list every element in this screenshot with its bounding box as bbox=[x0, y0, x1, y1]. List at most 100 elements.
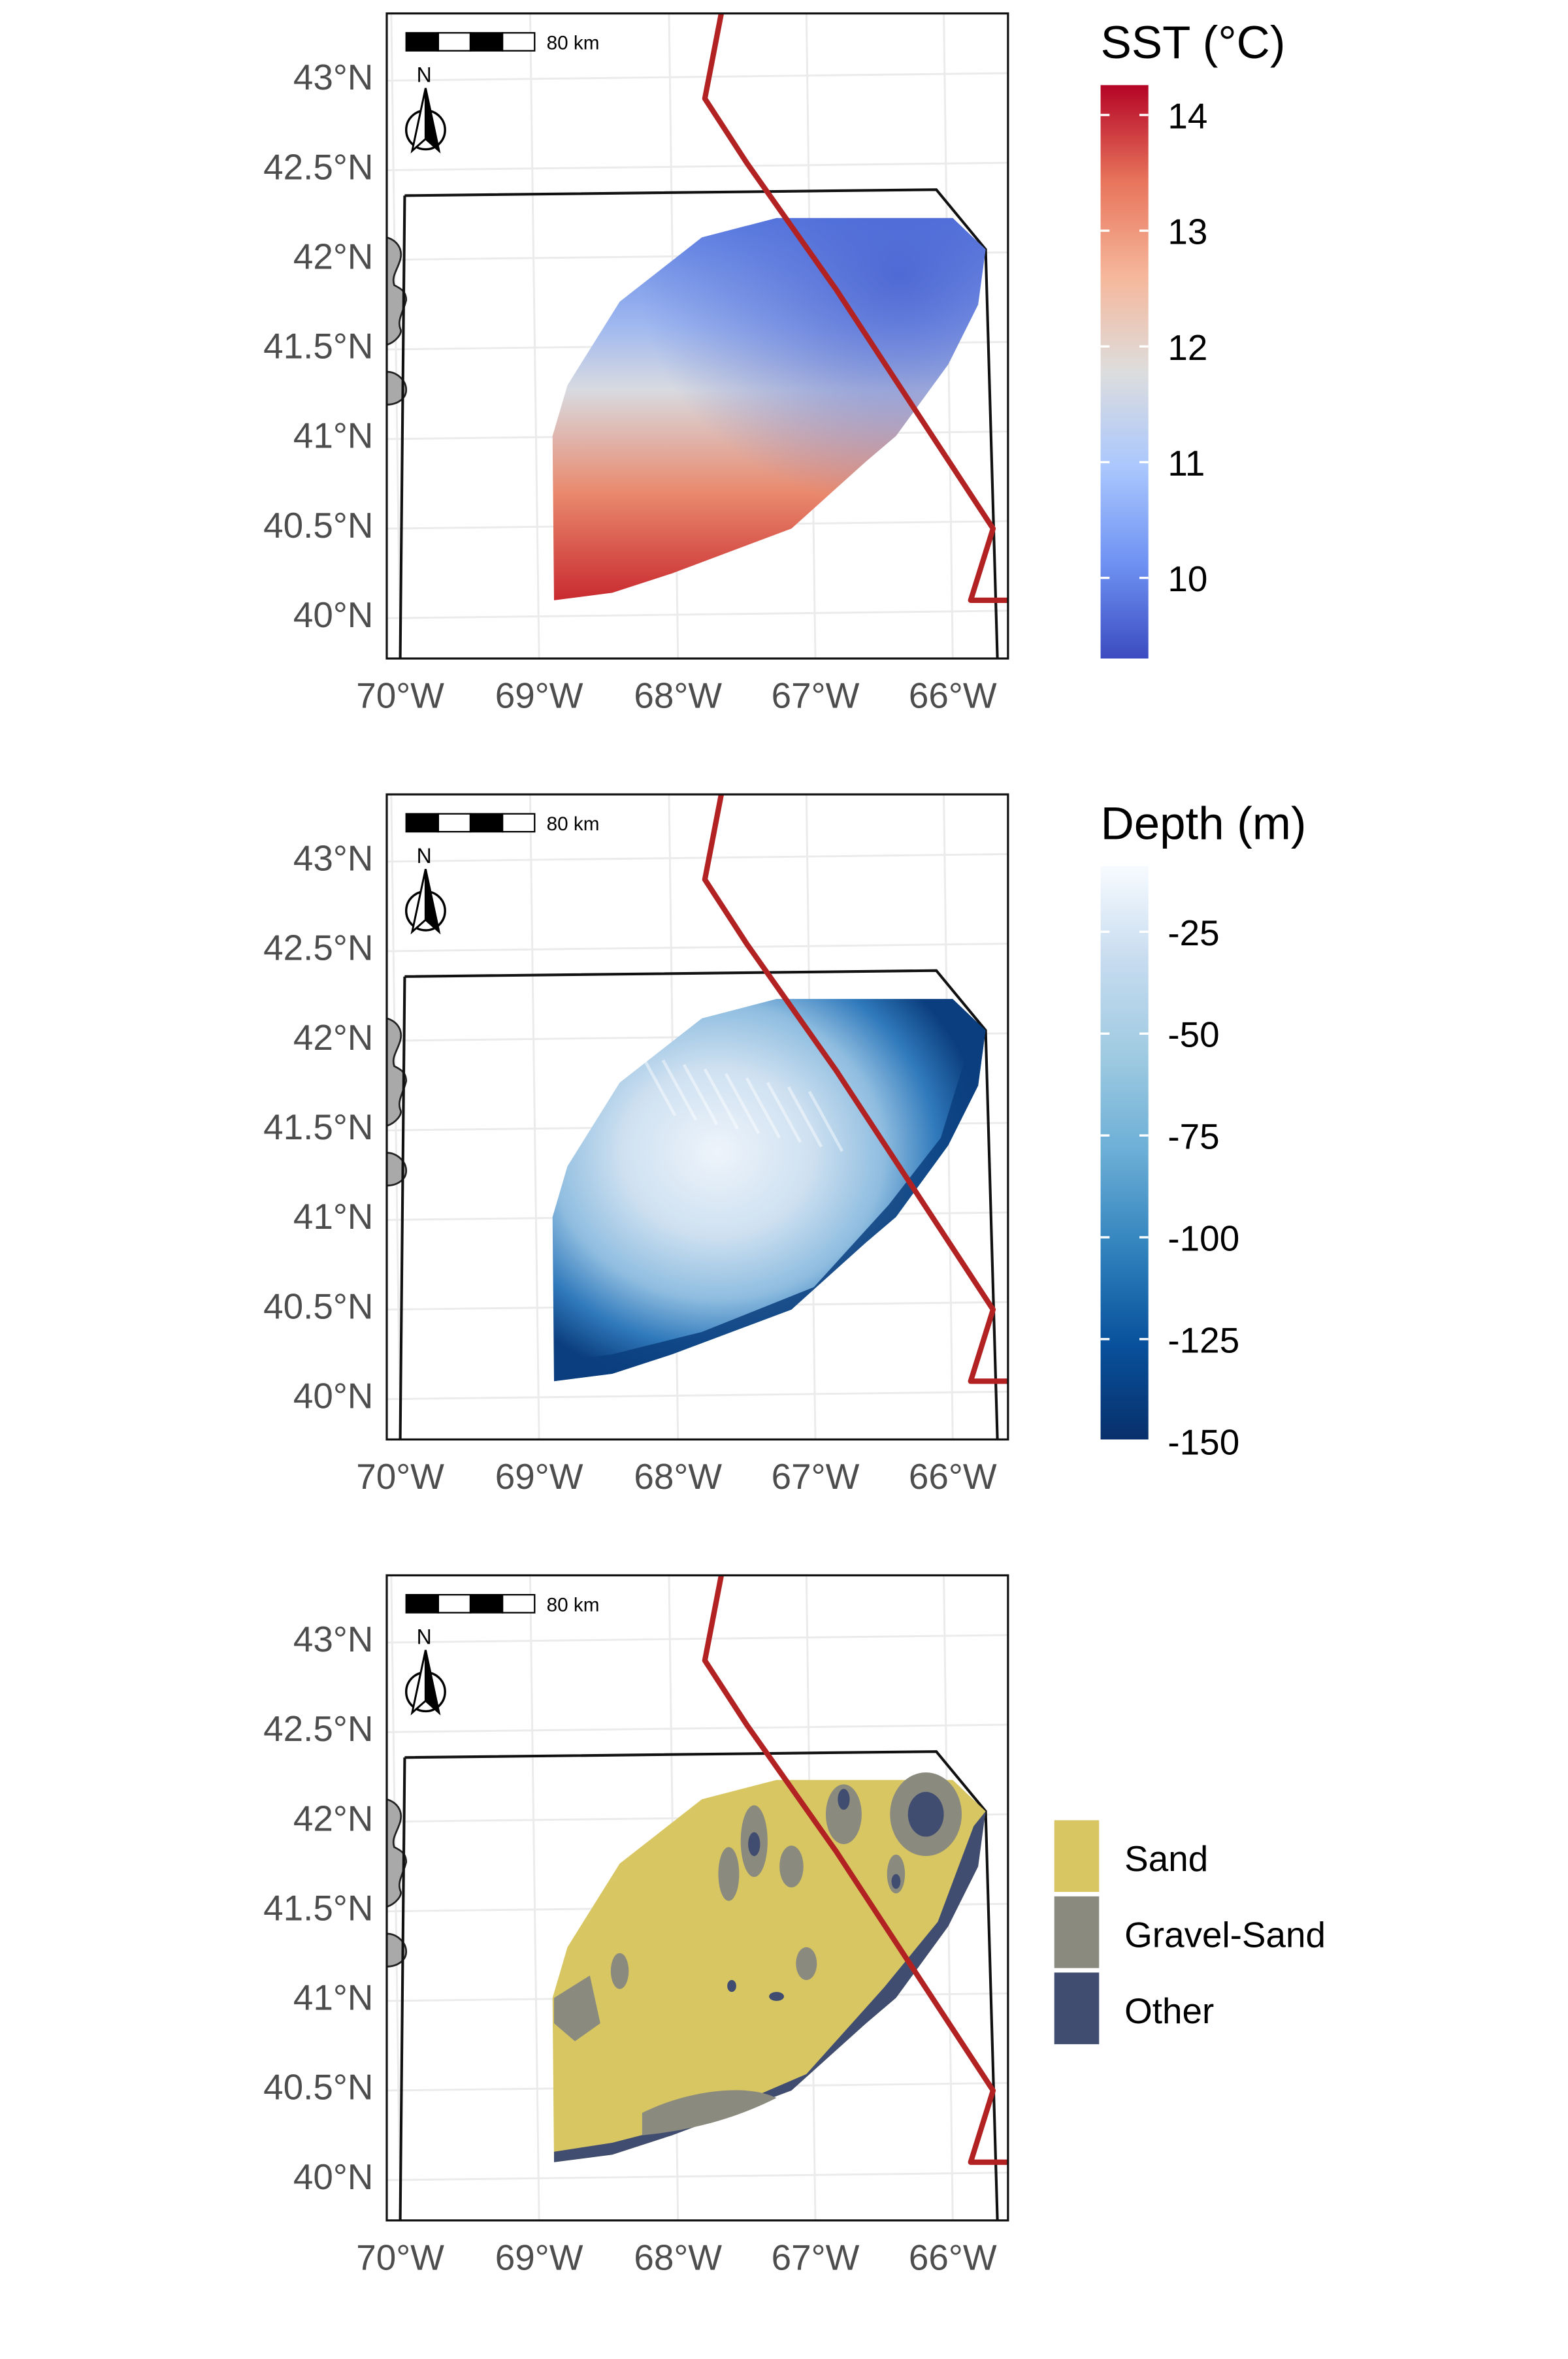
gravel-patch-1 bbox=[826, 1784, 862, 1844]
scale-bar-segment-2 bbox=[469, 32, 504, 52]
lat-gridline-0 bbox=[387, 72, 1008, 82]
map-canvas: 80 km N bbox=[387, 13, 1008, 659]
study-area-west-edge bbox=[399, 195, 406, 659]
lon-tick-label: 67°W bbox=[772, 675, 860, 715]
lat-tick-label: 41.5°N bbox=[263, 326, 373, 366]
legend-tick-label: 11 bbox=[1168, 443, 1205, 483]
sand-ridge-8 bbox=[808, 1090, 844, 1152]
gravel-patch-5 bbox=[610, 1953, 629, 1989]
legend-tick-label: 14 bbox=[1168, 96, 1207, 137]
lat-tick-label: 42°N bbox=[293, 1798, 374, 1838]
legend-sediment: Sand Gravel-Sand Other bbox=[1054, 1820, 1326, 2045]
lon-tick-label: 70°W bbox=[356, 675, 444, 715]
legend-tick-label: -125 bbox=[1168, 1320, 1239, 1360]
lat-tick-label: 43°N bbox=[293, 1619, 374, 1659]
other-patch-0 bbox=[907, 1791, 944, 1837]
other-patches bbox=[727, 1789, 944, 2001]
legend-tick-label: -150 bbox=[1168, 1422, 1239, 1462]
study-area-west-edge bbox=[399, 976, 406, 1440]
legend-swatch-0 bbox=[1054, 1820, 1100, 1893]
lon-tick-label: 66°W bbox=[909, 1456, 997, 1497]
lat-gridline-1 bbox=[387, 943, 1008, 952]
lat-tick-label: 40.5°N bbox=[263, 505, 373, 545]
map-panel-sst: 80 km N 43°N 42.5°N 42°N 41.5°N 41°N 40.5°N 40°N… bbox=[263, 12, 1009, 715]
gravel-patch-7 bbox=[887, 1854, 906, 1894]
sand-ridge-6 bbox=[766, 1082, 802, 1143]
north-arrow-label: N bbox=[417, 1625, 432, 1649]
north-arrow-label: N bbox=[417, 63, 432, 87]
sand-ridge-7 bbox=[787, 1086, 823, 1148]
lat-tick-label: 40.5°N bbox=[263, 2067, 373, 2107]
lat-gridline-6 bbox=[387, 2172, 1008, 2181]
lat-tick-label: 41°N bbox=[293, 415, 374, 456]
axis-labels: 43°N 42.5°N 42°N 41.5°N 41°N 40.5°N 40°N 70°W 69… bbox=[263, 838, 997, 1497]
legend-label-0: Sand bbox=[1124, 1838, 1208, 1879]
lat-tick-label: 40°N bbox=[293, 594, 374, 635]
lat-gridline-6 bbox=[387, 610, 1008, 619]
scale-bar-label: 80 km bbox=[547, 1594, 600, 1616]
legend-tick-label: 12 bbox=[1168, 327, 1207, 368]
map-panel-sediment: 80 km N 43°N 42.5°N 42°N 41.5°N 41°N 40.5°N 40°N… bbox=[263, 1574, 1009, 2277]
map-canvas: 80 km N bbox=[387, 1575, 1008, 2221]
north-arrow-right bbox=[424, 868, 441, 935]
lat-tick-label: 41.5°N bbox=[263, 1887, 373, 1928]
sand-ridge-5 bbox=[745, 1077, 781, 1139]
legend-colorbar bbox=[1100, 866, 1149, 1440]
scale-bar: 80 km bbox=[405, 32, 599, 54]
lat-tick-label: 40°N bbox=[293, 1375, 374, 1416]
lat-tick-label: 43°N bbox=[293, 57, 374, 97]
north-arrow-left bbox=[410, 1650, 427, 1716]
scale-bar-segment-3 bbox=[502, 813, 536, 833]
lon-tick-label: 69°W bbox=[495, 1456, 583, 1497]
lon-tick-label: 69°W bbox=[495, 2237, 583, 2277]
lat-tick-label: 43°N bbox=[293, 838, 374, 879]
lon-tick-label: 70°W bbox=[356, 1456, 444, 1497]
legend-title: Depth (m) bbox=[1101, 798, 1307, 850]
legend-tick-label: 13 bbox=[1168, 212, 1207, 252]
other-patch-1 bbox=[838, 1789, 850, 1810]
legend-swatch-1 bbox=[1054, 1896, 1100, 1968]
north-arrow-right bbox=[424, 1650, 441, 1716]
georges-bank-surface bbox=[552, 218, 986, 600]
gravel-patch-west bbox=[554, 1976, 600, 2042]
sand-area bbox=[552, 1780, 986, 2162]
axis-labels: 43°N 42.5°N 42°N 41.5°N 41°N 40.5°N 40°N 70°W 69… bbox=[263, 57, 997, 715]
gravel-patch-4 bbox=[779, 1846, 804, 1888]
other-patch-2 bbox=[748, 1832, 760, 1857]
lon-gridline-1 bbox=[529, 1575, 540, 2221]
lat-tick-label: 40.5°N bbox=[263, 1286, 373, 1326]
north-arrow-label: N bbox=[417, 844, 432, 868]
lat-tick-label: 42.5°N bbox=[263, 146, 373, 187]
sand-ridge-2 bbox=[682, 1064, 719, 1126]
other-patch-4 bbox=[727, 1979, 736, 1993]
other-patch-3 bbox=[769, 1992, 784, 2001]
scale-bar-segment-2 bbox=[469, 813, 504, 833]
deep-edge bbox=[554, 1030, 986, 1382]
lat-tick-label: 41°N bbox=[293, 1196, 374, 1237]
other-patch-5 bbox=[891, 1874, 901, 1889]
sand-ridge-3 bbox=[703, 1068, 740, 1130]
lon-tick-label: 70°W bbox=[356, 2237, 444, 2277]
lon-tick-label: 66°W bbox=[909, 675, 997, 715]
legend-tick-label: -100 bbox=[1168, 1218, 1239, 1259]
legend-title: SST (°C) bbox=[1101, 17, 1286, 69]
sst-cold-core bbox=[552, 218, 986, 600]
sand-ridges bbox=[640, 1054, 844, 1152]
scale-bar-segment-3 bbox=[502, 32, 536, 52]
georges-bank-surface bbox=[552, 1772, 986, 2162]
scale-bar-segment-0 bbox=[405, 813, 440, 833]
lon-tick-label: 67°W bbox=[772, 2237, 860, 2277]
scale-bar: 80 km bbox=[405, 1594, 600, 1616]
scale-bar-label: 80 km bbox=[547, 813, 600, 835]
legend-colorbar bbox=[1100, 85, 1149, 659]
north-arrow-icon: N bbox=[405, 844, 446, 935]
lon-tick-label: 68°W bbox=[634, 1456, 722, 1497]
map-frame bbox=[385, 12, 1009, 660]
study-area-boundary bbox=[404, 1750, 999, 2221]
study-area-west-edge bbox=[399, 1757, 406, 2221]
gravel-patch-south bbox=[642, 2090, 777, 2136]
legend-sst: SST (°C) 14 13 12 11 10 bbox=[1100, 17, 1286, 659]
study-area-boundary bbox=[404, 188, 999, 659]
lat-gridline-1 bbox=[387, 161, 1008, 172]
